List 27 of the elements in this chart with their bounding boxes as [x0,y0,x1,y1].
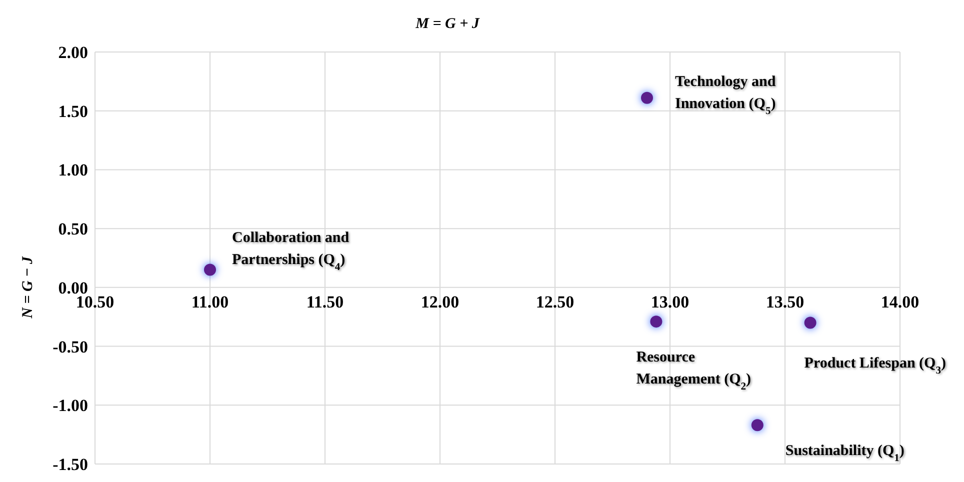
annotation: Sustainability (Q$_{1}$) [785,443,904,464]
point [641,92,653,104]
x-tick-label: 14.00 [880,292,920,312]
y-axis-title: N = G − J [20,256,36,320]
x-tick-label: 12.50 [536,292,574,312]
annotation: Resource Management (Q$_{2}$) [636,350,752,392]
annotation: Collaboration and Partnerships (Q$_{4}$) [232,230,350,272]
y-tick-label: -0.50 [52,337,88,356]
y-tick-label: 1.00 [58,160,88,180]
y-tick-label: -1.50 [52,455,88,474]
annotation: Technology and Innovation (Q$_{5}$) [675,74,776,116]
chart-title: M = G + J [414,16,480,32]
y-tick-label: 0.50 [58,220,88,239]
x-tick-label: 13.50 [766,292,804,312]
x-tick-label: 12.00 [420,292,460,312]
point [751,419,764,432]
y-tick-label: 2.00 [58,43,88,62]
y-tick-label: -1.00 [52,396,88,416]
x-tick-label: 11.00 [191,292,229,312]
x-tick-label: 13.00 [650,292,690,312]
annotation: Product Lifespan (Q$_{3}$) [804,356,946,376]
point [804,316,816,329]
point [650,316,662,328]
point [204,264,216,276]
x-tick-label: 11.50 [306,292,344,312]
y-tick-label: 0.00 [58,278,88,298]
y-tick-label: 1.50 [58,102,88,121]
